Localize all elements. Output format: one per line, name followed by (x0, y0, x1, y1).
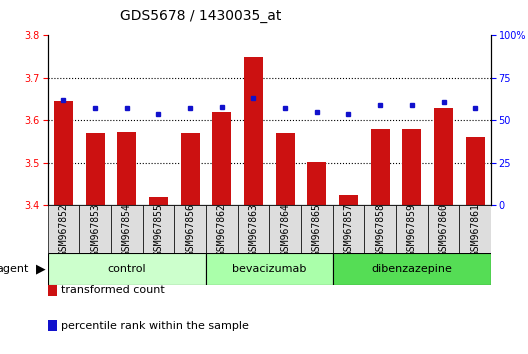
Text: bevacizumab: bevacizumab (232, 264, 306, 274)
Text: agent: agent (0, 264, 29, 274)
Text: GSM967854: GSM967854 (122, 203, 131, 256)
Text: GSM967857: GSM967857 (344, 203, 353, 256)
Bar (333, 253, 491, 285)
Text: GSM967853: GSM967853 (90, 203, 100, 256)
Bar (402, 129, 421, 205)
Bar (269, 205, 301, 253)
Bar (143, 205, 174, 253)
Text: GSM967859: GSM967859 (407, 203, 417, 256)
Bar (181, 133, 200, 205)
Bar (111, 205, 143, 253)
Text: GSM967862: GSM967862 (217, 203, 227, 256)
Bar (149, 197, 168, 205)
Bar (276, 133, 295, 205)
Bar (86, 133, 105, 205)
Text: GDS5678 / 1430035_at: GDS5678 / 1430035_at (120, 9, 281, 23)
Text: GSM967864: GSM967864 (280, 203, 290, 256)
Bar (428, 205, 459, 253)
Bar (396, 205, 428, 253)
Bar (48, 205, 79, 253)
Text: GSM967855: GSM967855 (154, 203, 163, 256)
Bar (48, 253, 206, 285)
Bar (364, 205, 396, 253)
Bar (371, 129, 390, 205)
Text: GSM967858: GSM967858 (375, 203, 385, 256)
Bar (238, 205, 269, 253)
Bar (301, 205, 333, 253)
Bar (174, 205, 206, 253)
Bar (459, 205, 491, 253)
Bar (466, 137, 485, 205)
Text: GSM967861: GSM967861 (470, 203, 480, 256)
Text: ▶: ▶ (36, 263, 45, 275)
Bar (206, 205, 238, 253)
Bar (117, 132, 136, 205)
Bar (244, 57, 263, 205)
Bar (212, 112, 231, 205)
Bar (333, 205, 364, 253)
Text: GSM967856: GSM967856 (185, 203, 195, 256)
Bar (307, 161, 326, 205)
Text: GSM967865: GSM967865 (312, 203, 322, 256)
Text: transformed count: transformed count (61, 285, 164, 295)
Bar (434, 108, 453, 205)
Bar (339, 195, 358, 205)
Bar (79, 205, 111, 253)
Text: percentile rank within the sample: percentile rank within the sample (61, 321, 249, 331)
Text: control: control (107, 264, 146, 274)
Bar (54, 101, 73, 205)
Text: GSM967852: GSM967852 (59, 203, 68, 256)
Bar (206, 253, 333, 285)
Text: GSM967863: GSM967863 (249, 203, 258, 256)
Text: dibenzazepine: dibenzazepine (371, 264, 452, 274)
Text: GSM967860: GSM967860 (439, 203, 448, 256)
